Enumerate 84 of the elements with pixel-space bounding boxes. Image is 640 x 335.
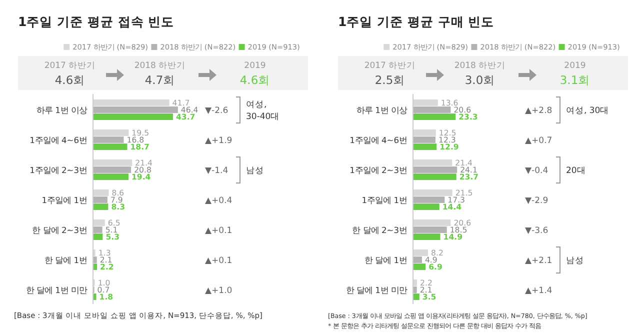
y-tick-label: 한 달에 1번 미만 [26, 284, 87, 295]
text: 2017 하반기 [44, 61, 96, 71]
bar [413, 234, 440, 240]
text: 여성, 30대 [566, 106, 610, 116]
bar [93, 190, 109, 196]
bar [413, 204, 440, 210]
bar [93, 234, 103, 240]
bar [93, 160, 132, 166]
text: ▲+2.1 [525, 256, 552, 266]
bar [93, 226, 102, 233]
text: 2018 하반기 [454, 61, 506, 71]
bar [413, 160, 452, 166]
bar [413, 264, 426, 270]
y-tick-label: 1주일에 4~6번 [30, 134, 87, 145]
bar [93, 100, 170, 106]
bar [413, 144, 437, 150]
bar [93, 130, 129, 136]
text: 남성 [566, 256, 584, 266]
text: ▼-3.6 [525, 226, 548, 236]
text: 2019 [564, 61, 586, 71]
bar [93, 144, 128, 150]
bar [413, 294, 420, 300]
bar [93, 174, 128, 180]
bar [93, 196, 108, 203]
text: ▲+2.8 [525, 106, 552, 116]
text: 남성 [246, 166, 264, 176]
y-tick-label: 1주일에 4~6번 [350, 134, 407, 145]
text: 여성, 30-40대 [246, 100, 280, 122]
text: 2017 하반기 [364, 61, 416, 71]
text: 2.5회 [374, 73, 406, 87]
bar [413, 256, 422, 263]
text: 20대 [566, 166, 586, 176]
y-tick-label: 한 달에 1번 [44, 254, 87, 265]
bar [413, 100, 438, 106]
y-tick-label: 하루 1번 이상 [36, 104, 87, 115]
bar [413, 166, 458, 173]
text: ▲+1.4 [525, 286, 552, 296]
text: ▼-0.4 [525, 166, 548, 176]
bar [413, 250, 428, 256]
bar [413, 190, 452, 196]
text: ▼-2.9 [525, 196, 548, 206]
bar [413, 220, 451, 226]
y-tick-label: 1주일에 1번 [362, 194, 407, 205]
text: ▲+1.9 [205, 136, 232, 146]
bar [93, 106, 178, 113]
text: 4.6회 [240, 73, 270, 87]
bar [93, 166, 132, 173]
y-tick-label: 1주일에 2~3번 [30, 164, 87, 175]
text: ▲+1.0 [205, 286, 232, 296]
text: 4.7회 [144, 73, 176, 87]
y-tick-label: 하루 1번 이상 [356, 104, 407, 115]
bar [413, 226, 447, 233]
bar [413, 286, 417, 293]
bar [93, 136, 124, 143]
bar [413, 130, 436, 136]
bar [93, 220, 105, 226]
text: ▲+0.1 [205, 226, 232, 236]
text: ▲+0.1 [205, 256, 232, 266]
chart-title: 1주일 기준 평균 접속 빈도 [18, 14, 174, 29]
bar [93, 294, 96, 300]
text: ▼-2.6 [205, 106, 228, 116]
y-tick-label: 한 달에 1번 미만 [346, 284, 407, 295]
text: 2019 [244, 61, 266, 71]
text: 4.6회 [54, 73, 86, 87]
text: ▲+0.4 [205, 196, 232, 206]
bar [93, 114, 173, 120]
text: ▼-1.4 [205, 166, 228, 176]
text: 3.0회 [464, 73, 496, 87]
bar [93, 256, 97, 263]
bar [413, 114, 456, 120]
text: ▲+0.7 [525, 136, 552, 146]
bar [413, 174, 456, 180]
y-tick-label: 1주일에 1번 [42, 194, 87, 205]
bar [413, 106, 451, 113]
chart-title: 1주일 기준 평균 구매 빈도 [338, 14, 494, 29]
bar [413, 196, 445, 203]
bar [93, 204, 108, 210]
y-tick-label: 한 달에 2~3번 [352, 224, 407, 235]
y-tick-label: 한 달에 2~3번 [32, 224, 87, 235]
text: 3.1회 [560, 73, 590, 87]
y-tick-label: 한 달에 1번 [364, 254, 407, 265]
text: 2018 하반기 [134, 61, 186, 71]
bar [413, 136, 436, 143]
y-tick-label: 1주일에 2~3번 [350, 164, 407, 175]
